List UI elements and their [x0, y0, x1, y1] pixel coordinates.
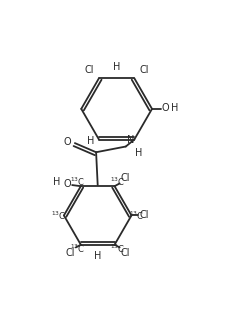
Text: H: H — [94, 251, 101, 261]
Text: H: H — [135, 148, 142, 158]
Text: Cl: Cl — [85, 66, 94, 75]
Text: H: H — [53, 177, 61, 187]
Text: O: O — [161, 103, 169, 113]
Text: Cl: Cl — [120, 173, 130, 183]
Text: $^{13}$C: $^{13}$C — [70, 242, 85, 255]
Text: Cl: Cl — [139, 211, 149, 220]
Text: $^{13}$C: $^{13}$C — [110, 242, 126, 255]
Text: Cl: Cl — [139, 66, 149, 75]
Text: H: H — [171, 103, 178, 113]
Text: N: N — [127, 135, 134, 145]
Text: H: H — [87, 136, 94, 146]
Text: $^{13}$C: $^{13}$C — [70, 176, 85, 188]
Text: H: H — [113, 62, 120, 72]
Text: $^{13}$C: $^{13}$C — [110, 176, 126, 188]
Text: Cl: Cl — [66, 248, 75, 258]
Text: $^{13}$C: $^{13}$C — [51, 209, 67, 222]
Text: $^{13}$C: $^{13}$C — [129, 209, 144, 222]
Text: O: O — [64, 179, 71, 189]
Text: Cl: Cl — [120, 248, 130, 258]
Text: O: O — [63, 137, 71, 148]
